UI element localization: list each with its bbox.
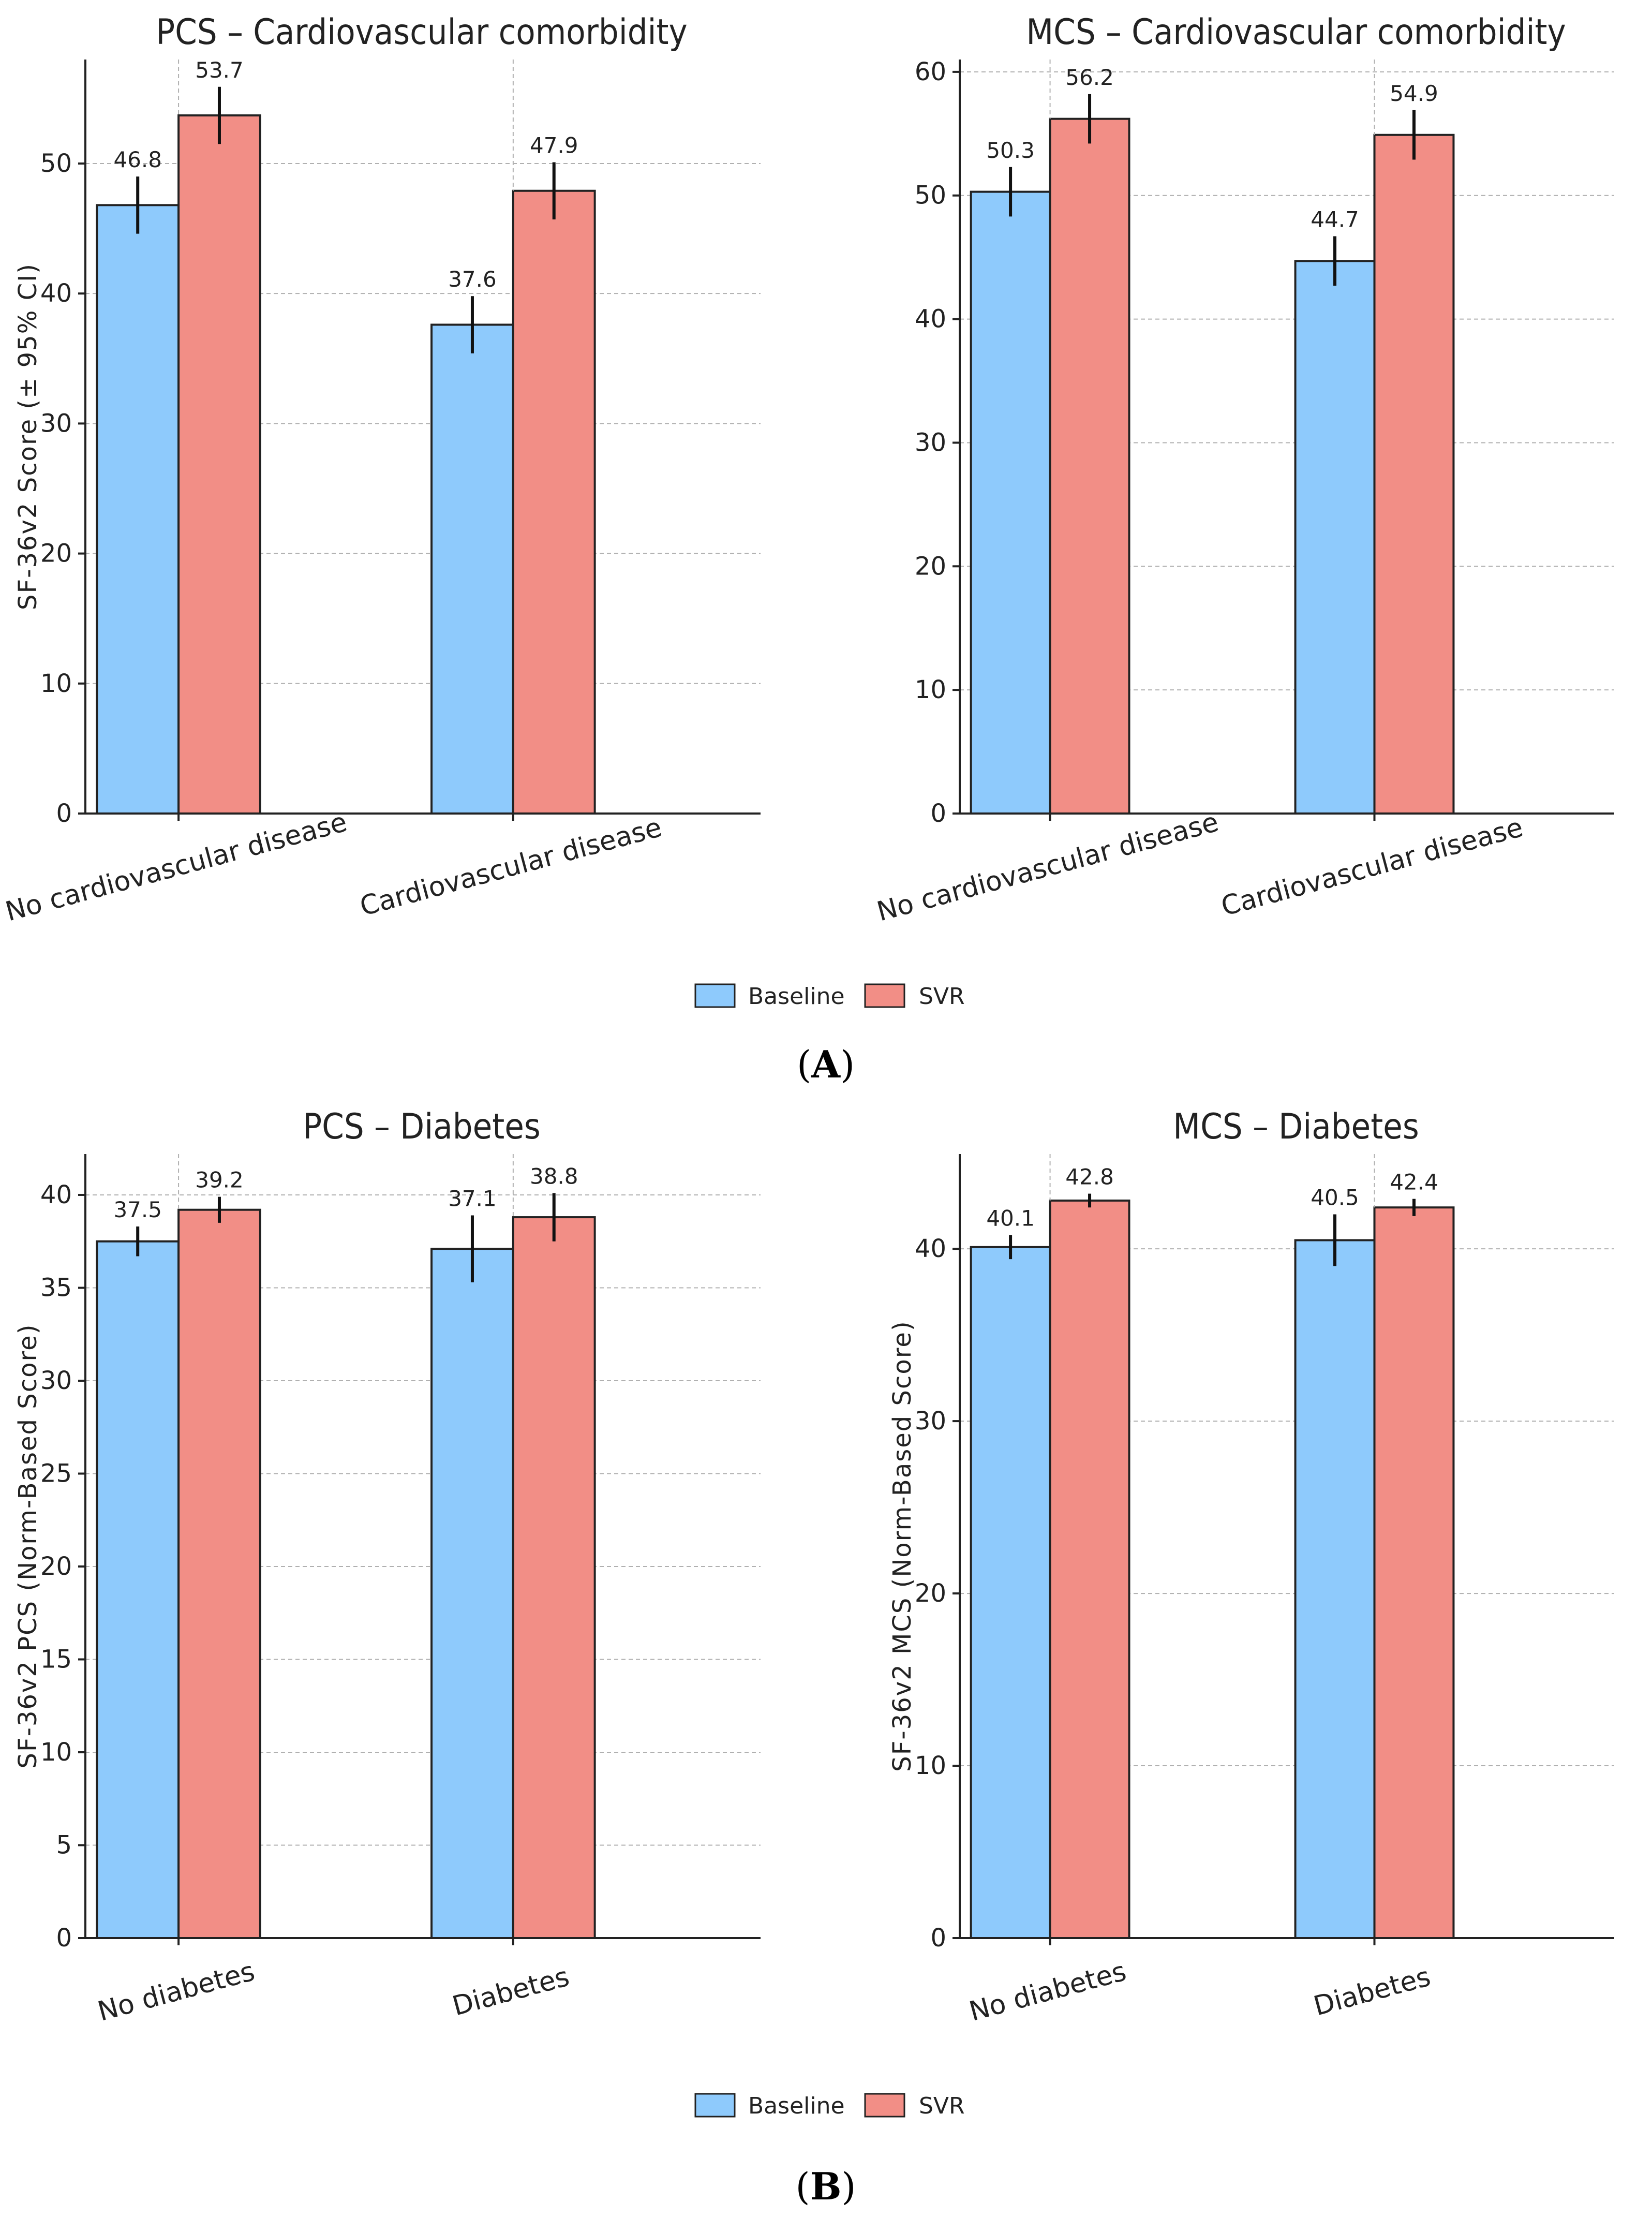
data-label-svr-2: 38.8 — [530, 1163, 578, 1189]
bar-svr-2 — [1373, 134, 1455, 815]
bar-baseline-1 — [970, 190, 1051, 815]
y-tick-label: 40 — [915, 1234, 946, 1263]
y-tick-label: 20 — [915, 552, 946, 581]
chart-1: 46.8 53.7 37.6 47.9 0 10 20 30 40 50 No cardiovasc… — [2, 12, 761, 928]
legend-b-baseline-swatch — [694, 2093, 736, 2118]
y-tick-label: 0 — [930, 799, 946, 828]
data-label-svr-1: 39.2 — [195, 1167, 244, 1193]
y-tick-label: 50 — [40, 149, 72, 178]
chart-title: PCS – Cardiovascular comorbidity — [156, 12, 687, 53]
category-label-2: Diabetes — [1311, 1961, 1434, 2022]
legend-b-svr-label: SVR — [919, 2093, 965, 2119]
chart-title: MCS – Cardiovascular comorbidity — [1026, 12, 1566, 53]
data-label-svr-1: 53.7 — [195, 57, 244, 83]
legend-a-baseline-swatch — [694, 983, 736, 1008]
bar-baseline-2 — [1294, 1239, 1376, 1939]
legend-a-baseline-label: Baseline — [748, 983, 845, 1010]
y-tick-label: 0 — [56, 1924, 72, 1953]
legend-a-svr-swatch — [864, 983, 905, 1008]
data-label-svr-1: 42.8 — [1065, 1164, 1114, 1190]
y-tick-label: 10 — [915, 1751, 946, 1780]
data-label-svr-2: 42.4 — [1390, 1170, 1438, 1195]
y-tick-label: 10 — [40, 669, 72, 698]
y-tick-label: 40 — [915, 305, 946, 334]
category-label-1: No cardiovascular disease — [874, 807, 1222, 928]
y-tick-label: 50 — [915, 181, 946, 210]
category-label-2: Cardiovascular disease — [356, 812, 665, 922]
bar-svr-1 — [177, 1208, 261, 1939]
legend-b-svr-swatch — [864, 2093, 905, 2118]
y-tick-label: 15 — [40, 1645, 72, 1674]
chart-2: 50.3 56.2 44.7 54.9 0 10 20 30 40 50 60 No cardiova… — [874, 12, 1614, 928]
data-label-baseline-2: 37.1 — [448, 1186, 497, 1211]
bar-baseline-2 — [430, 1248, 514, 1940]
chart-3: 37.5 39.2 37.1 38.8 0 5 10 15 20 25 30 35 40 No diabe… — [13, 1106, 761, 2028]
data-label-baseline-2: 44.7 — [1311, 207, 1359, 232]
y-tick-label: 30 — [915, 1407, 946, 1436]
data-label-baseline-1: 40.1 — [986, 1205, 1035, 1231]
y-tick-label: 20 — [40, 1552, 72, 1581]
data-label-baseline-1: 46.8 — [113, 147, 162, 172]
bar-svr-2 — [512, 189, 596, 815]
y-tick-label: 40 — [40, 1180, 72, 1209]
category-label-2: Cardiovascular disease — [1218, 812, 1526, 922]
data-label-baseline-2: 37.6 — [448, 267, 497, 292]
y-tick-label: 10 — [915, 675, 946, 704]
bar-baseline-2 — [430, 323, 514, 815]
chart-title: MCS – Diabetes — [1173, 1106, 1419, 1147]
y-axis-label: SF-36v2 PCS (Norm-Based Score) — [13, 1324, 42, 1769]
y-tick-label: 40 — [40, 279, 72, 308]
panel-label-b: (B) — [795, 2164, 856, 2208]
y-tick-label: 5 — [56, 1830, 72, 1859]
bar-svr-1 — [1049, 1199, 1130, 1939]
category-label-1: No diabetes — [95, 1956, 258, 2027]
legend-a-svr-label: SVR — [919, 983, 965, 1010]
y-tick-label: 25 — [40, 1459, 72, 1488]
legend-b: Baseline SVR — [694, 2093, 965, 2119]
data-label-svr-1: 56.2 — [1065, 65, 1114, 90]
chart-4: 40.1 42.8 40.5 42.4 0 10 20 30 40 No diabetes Diab… — [888, 1106, 1614, 2028]
bar-svr-2 — [512, 1216, 596, 1939]
chart-title: PCS – Diabetes — [303, 1106, 541, 1147]
data-label-svr-2: 54.9 — [1390, 81, 1438, 106]
panel-label-a: (A) — [797, 1042, 855, 1086]
legend-b-baseline-label: Baseline — [748, 2093, 845, 2119]
y-tick-label: 0 — [930, 1924, 946, 1953]
data-label-baseline-1: 50.3 — [986, 138, 1035, 163]
legend-a: Baseline SVR — [694, 983, 965, 1010]
bar-baseline-1 — [970, 1246, 1051, 1939]
y-tick-label: 30 — [915, 428, 946, 457]
y-axis-label: SF-36v2 MCS (Norm-Based Score) — [888, 1320, 917, 1771]
bar-svr-1 — [177, 114, 261, 815]
y-tick-label: 30 — [40, 1366, 72, 1395]
bar-svr-1 — [1049, 117, 1130, 815]
y-tick-label: 0 — [56, 799, 72, 828]
y-tick-label: 35 — [40, 1273, 72, 1302]
y-tick-label: 60 — [915, 57, 946, 86]
bar-svr-2 — [1373, 1206, 1455, 1939]
bar-baseline-1 — [96, 204, 180, 815]
category-label-2: Diabetes — [449, 1961, 572, 2022]
category-label-1: No cardiovascular disease — [2, 807, 350, 928]
y-tick-label: 20 — [40, 539, 72, 568]
y-axis-label: SF-36v2 Score (± 95% CI) — [13, 263, 42, 610]
y-tick-label: 30 — [40, 409, 72, 438]
data-label-baseline-2: 40.5 — [1311, 1185, 1359, 1210]
category-label-1: No diabetes — [966, 1956, 1129, 2027]
data-label-svr-2: 47.9 — [530, 132, 578, 158]
bar-baseline-2 — [1294, 260, 1376, 815]
y-tick-label: 20 — [915, 1579, 946, 1608]
data-label-baseline-1: 37.5 — [113, 1197, 162, 1222]
y-tick-label: 10 — [40, 1738, 72, 1767]
bar-baseline-1 — [96, 1240, 180, 1939]
